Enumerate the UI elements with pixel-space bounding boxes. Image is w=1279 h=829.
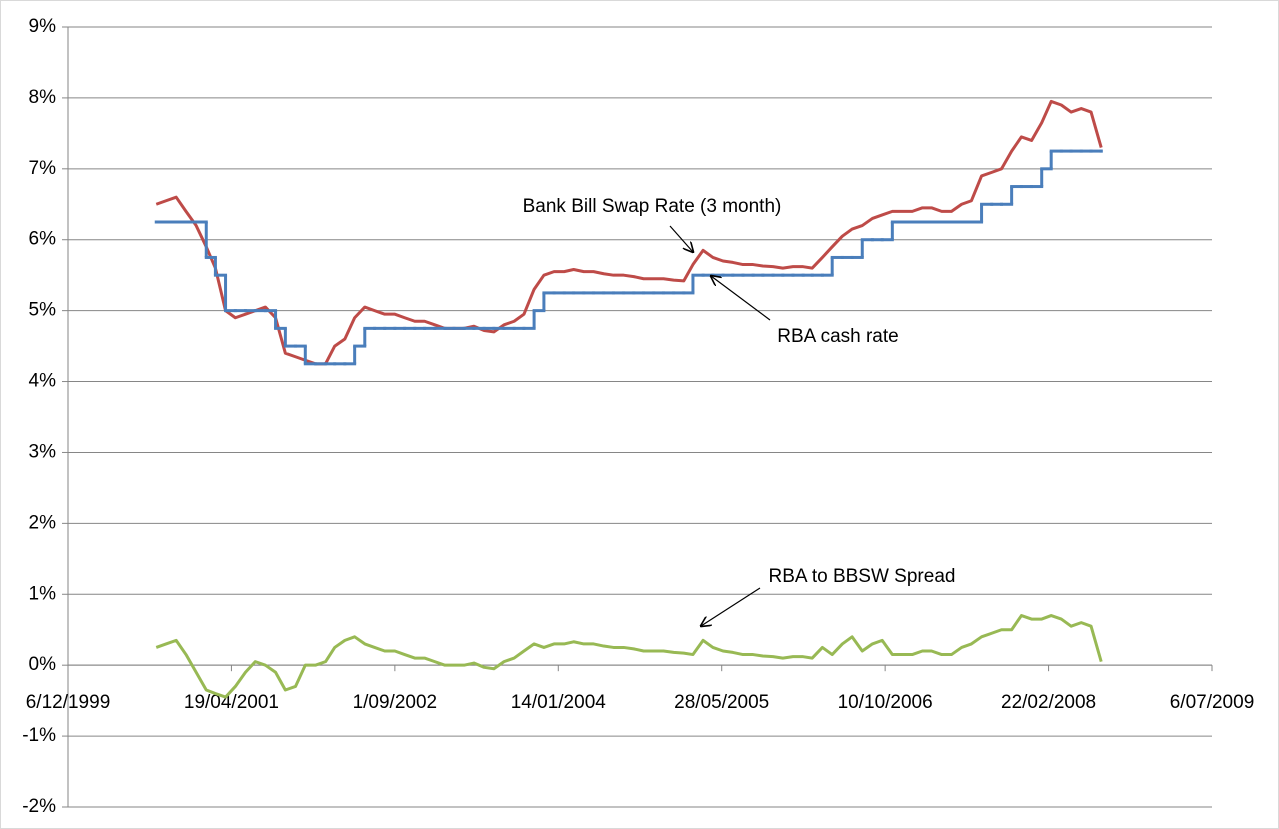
series-line: [155, 614, 1103, 699]
y-tick-label: -2%: [22, 796, 56, 817]
y-tick-label: 2%: [29, 512, 57, 533]
y-tick-label: -1%: [22, 725, 56, 746]
annotation: RBA to BBSW Spread: [769, 566, 956, 587]
plot-area: [154, 99, 1103, 699]
grid: -2% -1% 0% 1% 2% 3% 4% 5% 6% 7% 8% 9% 6/12/1999 19/04…: [22, 16, 1254, 817]
y-tick-label: 0%: [29, 654, 57, 675]
annotation-arrow: [711, 276, 771, 321]
x-tick-label: 22/02/2008: [1001, 692, 1096, 713]
x-tick-label: 1/09/2002: [353, 692, 438, 713]
y-tick-label: 8%: [29, 87, 57, 108]
y-tick-label: 5%: [29, 300, 57, 321]
annotation: Bank Bill Swap Rate (3 month): [523, 196, 782, 217]
annotation-arrow: [701, 587, 761, 626]
y-tick-label: 9%: [29, 16, 57, 37]
y-tick-label: 6%: [29, 229, 57, 250]
x-tick-label: 14/01/2004: [511, 692, 607, 713]
x-tick-label: 28/05/2005: [674, 692, 769, 713]
annotation-arrow: [669, 225, 693, 252]
step-line: [154, 149, 1103, 366]
y-tick-label: 3%: [29, 441, 57, 462]
x-tick-label: 10/10/2006: [838, 692, 933, 713]
annotation: RBA cash rate: [777, 326, 898, 347]
x-tick-label: 19/04/2001: [184, 692, 279, 713]
y-tick-label: 4%: [29, 371, 57, 392]
x-tick-label: 6/12/1999: [26, 692, 111, 713]
x-tick-label: 6/07/2009: [1170, 692, 1255, 713]
y-tick-label: 1%: [29, 583, 57, 604]
y-tick-label: 7%: [29, 158, 57, 179]
